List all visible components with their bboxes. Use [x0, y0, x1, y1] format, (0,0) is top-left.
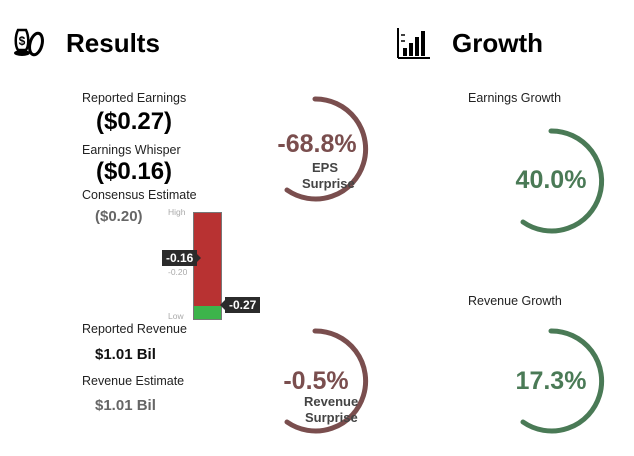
eps-surprise-gauge [284, 96, 369, 202]
range-low-segment [194, 306, 221, 319]
bar-chart-icon [396, 26, 432, 60]
revenue-surprise-caption-1: Revenue [304, 394, 359, 409]
reported-tag-pointer [220, 300, 225, 310]
consensus-estimate-label: Consensus Estimate [82, 188, 197, 202]
revenue-surprise-arc [284, 328, 369, 434]
earnings-whisper-value: ($0.16) [96, 158, 173, 185]
consensus-estimate-value: ($0.20) [95, 208, 143, 225]
revenue-growth-gauge [520, 328, 605, 434]
reported-earnings-value: ($0.27) [96, 108, 173, 135]
revenue-estimate-value: $1.01 Bil [95, 397, 156, 414]
eps-surprise-arc [284, 96, 369, 202]
reported-revenue-value: $1.01 Bil [95, 346, 156, 363]
earnings-growth-value: 40.0% [515, 166, 587, 194]
earnings-whisper-label: Earnings Whisper [82, 143, 181, 157]
eps-surprise-caption-1: EPS [311, 160, 338, 175]
whisper-tag-pointer [196, 253, 201, 263]
range-high-label: High [168, 207, 186, 217]
eps-surprise-caption-2: Surprise [302, 176, 355, 191]
revenue-surprise-gauge [284, 328, 369, 434]
svg-text:$: $ [19, 34, 26, 48]
reported-earnings-label: Reported Earnings [82, 91, 187, 105]
range-low-label: Low [168, 311, 184, 321]
results-title: Results [66, 27, 160, 58]
revenue-growth-value: 17.3% [515, 367, 587, 395]
revenue-surprise-caption-2: Surprise [305, 410, 358, 425]
estimate-range-bar [193, 212, 222, 320]
reported-tag: -0.27 [225, 297, 261, 313]
results-header: $ Results [12, 26, 160, 60]
whisper-tag: -0.16 [162, 250, 198, 266]
growth-title: Growth [452, 27, 543, 58]
consensus-tick-label: -0.20 [168, 267, 188, 277]
earnings-growth-arc [520, 128, 605, 234]
revenue-growth-label: Revenue Growth [468, 294, 562, 308]
growth-header: Growth [396, 26, 543, 60]
earnings-growth-label: Earnings Growth [468, 91, 562, 105]
earnings-growth-gauge [520, 128, 605, 234]
money-bag-icon: $ [12, 26, 46, 60]
revenue-estimate-label: Revenue Estimate [82, 374, 185, 388]
eps-surprise-value: -68.8% [277, 130, 357, 158]
revenue-surprise-value: -0.5% [283, 367, 349, 395]
revenue-growth-arc [520, 328, 605, 434]
reported-revenue-label: Reported Revenue [82, 322, 187, 336]
